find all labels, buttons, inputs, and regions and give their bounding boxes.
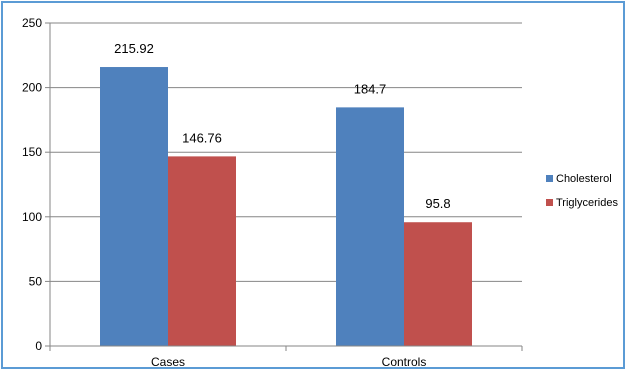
legend-label-cholesterol: Cholesterol — [556, 173, 612, 185]
y-tick-label: 150 — [22, 145, 42, 159]
y-tick-label: 200 — [22, 81, 42, 95]
bar-cholesterol-cases — [100, 67, 168, 346]
legend-swatch-cholesterol — [546, 175, 553, 182]
axes — [45, 22, 523, 351]
y-tick-label: 250 — [22, 16, 42, 30]
y-tick-label: 50 — [29, 274, 43, 288]
legend-label-triglycerides: Triglycerides — [556, 197, 618, 209]
data-label: 146.76 — [182, 130, 222, 145]
data-labels: 215.92 146.76 184.7 95.8 — [114, 41, 451, 211]
category-label: Controls — [382, 355, 427, 369]
bar-cholesterol-controls — [336, 107, 404, 346]
data-label: 184.7 — [354, 81, 387, 96]
y-tick-labels: 0 50 100 150 200 250 — [22, 16, 42, 353]
data-label: 95.8 — [425, 196, 450, 211]
y-tick-label: 100 — [22, 210, 42, 224]
y-tick-label: 0 — [35, 339, 42, 353]
bar-triglycerides-controls — [404, 222, 472, 346]
bars — [100, 67, 472, 346]
legend-swatch-triglycerides — [546, 199, 553, 206]
category-labels: Cases Controls — [151, 355, 426, 369]
category-label: Cases — [151, 355, 185, 369]
legend: Cholesterol Triglycerides — [546, 173, 618, 209]
data-label: 215.92 — [114, 41, 154, 56]
bar-triglycerides-cases — [168, 156, 236, 346]
